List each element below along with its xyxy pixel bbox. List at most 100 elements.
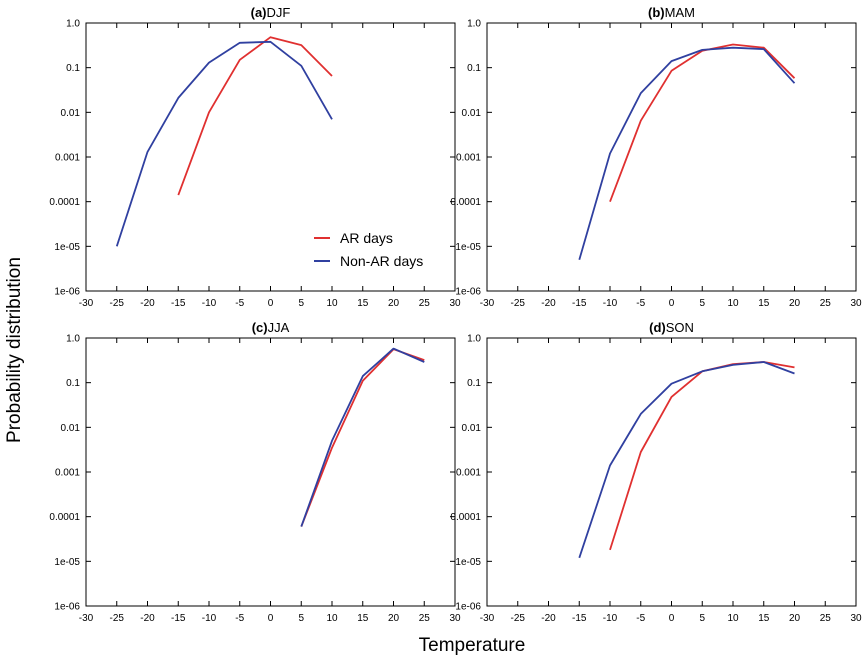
x-tick-label: 10 — [727, 613, 739, 624]
x-axis-label: Temperature — [419, 635, 526, 656]
x-tick-label: 0 — [669, 613, 675, 624]
series-line-ar-days — [177, 36, 333, 196]
x-tick-label: -20 — [140, 298, 155, 309]
y-tick-label: 1.0 — [66, 19, 80, 30]
panel-label: (a) — [251, 5, 267, 20]
y-tick-label: 0.0001 — [49, 197, 80, 208]
y-tick-label: 1e-05 — [54, 557, 80, 568]
y-axis-label: Probability distribution — [4, 257, 25, 443]
x-tick-label: -20 — [541, 298, 556, 309]
y-tick-label: 0.01 — [462, 423, 482, 434]
x-tick-label: 10 — [326, 613, 338, 624]
x-tick-label: -30 — [79, 298, 94, 309]
y-tick-label: 1e-06 — [455, 287, 481, 298]
panel-jja: -30 -25 -20 -15 -10 -5 0 5 10 15 20 25 30 1.0 0.1 0.01 0… — [49, 320, 461, 624]
y-tick-label: 0.001 — [55, 153, 80, 164]
legend-label: AR days — [340, 230, 393, 246]
y-tick-label: 0.1 — [467, 63, 481, 74]
x-tick-label: 15 — [357, 298, 369, 309]
x-tick-label: -5 — [235, 298, 244, 309]
x-tick-label: 0 — [268, 298, 274, 309]
series-line-ar-days — [609, 43, 796, 203]
x-tick-label: 10 — [326, 298, 338, 309]
x-tick-label: -15 — [572, 298, 587, 309]
x-tick-label: 30 — [850, 613, 862, 624]
series-line-non-ar-days — [115, 40, 333, 247]
y-tick-label: 0.0001 — [450, 512, 481, 523]
panel-name: MAM — [665, 5, 695, 20]
panels: -30 -25 -20 -15 -10 -5 0 5 10 15 20 25 30 1.0 0.1 0.01 0… — [49, 5, 862, 624]
y-tick-label: 0.1 — [66, 63, 80, 74]
x-tick-label: 30 — [850, 298, 862, 309]
x-tick-label: -30 — [480, 298, 495, 309]
plot-frame — [85, 22, 456, 292]
y-tick-label: 0.01 — [61, 108, 81, 119]
panel-label: (c) — [252, 320, 268, 335]
panel-label: (b) — [648, 5, 665, 20]
y-tick-label: 1.0 — [467, 334, 481, 345]
x-tick-label: 15 — [758, 613, 770, 624]
y-tick-label: 1e-06 — [54, 602, 80, 613]
y-tick-label: 0.1 — [66, 378, 80, 389]
x-tick-label: -25 — [511, 298, 526, 309]
x-tick-label: -10 — [603, 613, 618, 624]
panel-name: SON — [666, 320, 694, 335]
series-line-non-ar-days — [578, 46, 796, 261]
x-tick-label: -15 — [171, 298, 186, 309]
x-tick-label: 20 — [388, 298, 400, 309]
y-tick-label: 1e-05 — [455, 557, 481, 568]
x-tick-label: 15 — [357, 613, 369, 624]
panel-name: JJA — [268, 320, 290, 335]
x-tick-label: -10 — [202, 298, 217, 309]
x-tick-label: 5 — [699, 298, 705, 309]
x-tick-label: -30 — [79, 613, 94, 624]
y-tick-label: 1e-05 — [455, 242, 481, 253]
y-tick-label: 0.001 — [456, 468, 481, 479]
x-tick-label: -5 — [235, 613, 244, 624]
panel-mam: -30 -25 -20 -15 -10 -5 0 5 10 15 20 25 30 1.0 0.1 0.01 0… — [450, 5, 862, 309]
x-tick-label: -30 — [480, 613, 495, 624]
legend: AR days Non-AR days — [314, 230, 423, 269]
y-tick-label: 0.001 — [456, 153, 481, 164]
y-tick-label: 0.001 — [55, 468, 80, 479]
x-tick-label: 25 — [419, 298, 431, 309]
y-tick-label: 1e-06 — [455, 602, 481, 613]
series-line-non-ar-days — [578, 361, 795, 559]
x-tick-label: 20 — [789, 613, 801, 624]
x-tick-label: 30 — [449, 613, 461, 624]
x-tick-label: 5 — [699, 613, 705, 624]
panel-djf: -30 -25 -20 -15 -10 -5 0 5 10 15 20 25 30 1.0 0.1 0.01 0… — [49, 5, 461, 309]
panel-son: -30 -25 -20 -15 -10 -5 0 5 10 15 20 25 30 1.0 0.1 0.01 0… — [450, 320, 862, 624]
series-line-ar-days — [609, 361, 795, 551]
y-tick-label: 1e-05 — [54, 242, 80, 253]
y-tick-label: 1e-06 — [54, 287, 80, 298]
x-tick-label: -5 — [636, 613, 645, 624]
x-tick-label: 5 — [298, 613, 304, 624]
x-tick-label: 0 — [669, 298, 675, 309]
x-tick-label: -15 — [171, 613, 186, 624]
x-tick-label: -25 — [511, 613, 526, 624]
panel-title: (d)SON — [649, 320, 694, 335]
x-tick-label: 25 — [820, 613, 832, 624]
panel-label: (d) — [649, 320, 666, 335]
x-tick-label: 25 — [820, 298, 832, 309]
x-tick-label: -20 — [541, 613, 556, 624]
panel-title: (c)JJA — [252, 320, 290, 335]
y-tick-label: 1.0 — [66, 334, 80, 345]
y-tick-label: 0.0001 — [49, 512, 80, 523]
x-tick-label: 10 — [727, 298, 739, 309]
y-tick-label: 0.01 — [462, 108, 482, 119]
plot-frame — [85, 337, 456, 607]
x-tick-label: -10 — [603, 298, 618, 309]
x-tick-label: 0 — [268, 613, 274, 624]
x-tick-label: 30 — [449, 298, 461, 309]
y-tick-label: 1.0 — [467, 19, 481, 30]
plot-frame — [486, 337, 857, 607]
x-tick-label: -10 — [202, 613, 217, 624]
x-tick-label: 25 — [419, 613, 431, 624]
x-tick-label: -15 — [572, 613, 587, 624]
legend-label: Non-AR days — [340, 253, 423, 269]
plot-frame — [486, 22, 857, 292]
x-tick-label: -25 — [110, 613, 125, 624]
